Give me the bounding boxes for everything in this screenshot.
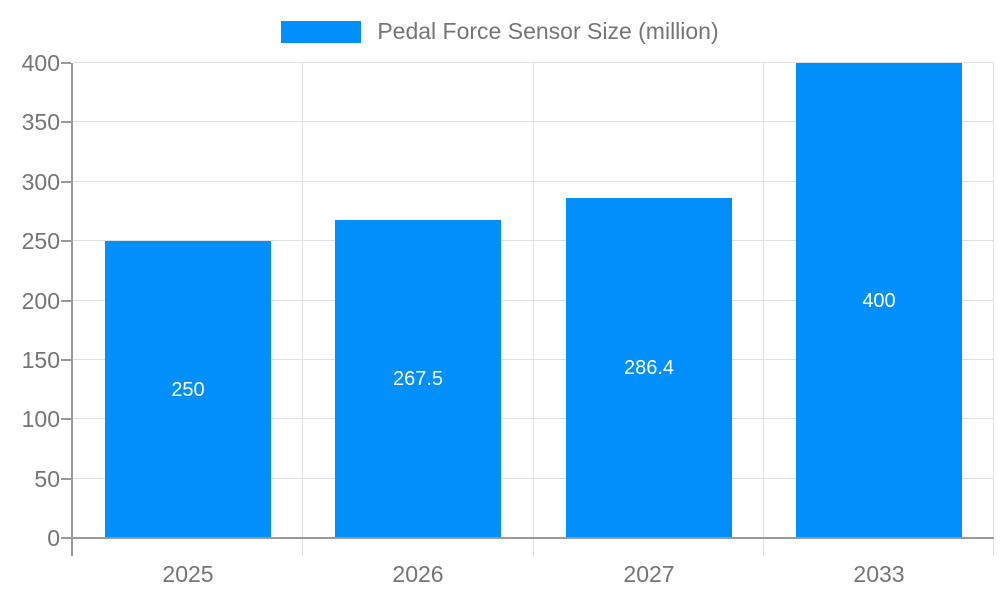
y-axis-tick-label: 50 [34,466,60,492]
y-axis-tick-label: 100 [21,406,60,432]
y-axis-tick [61,359,71,361]
legend-label: Pedal Force Sensor Size (million) [377,18,719,44]
bar-value-label: 286.4 [623,357,675,379]
legend-swatch [281,20,362,43]
x-axis-tick-label: 2033 [853,561,905,587]
y-axis-tick [61,181,71,183]
y-axis-tick-label: 200 [21,288,60,314]
y-axis-line [71,63,73,556]
x-axis-tick [302,539,303,556]
y-axis-tick [61,121,71,123]
y-axis-tick-label: 250 [21,228,60,254]
y-axis-tick-label: 300 [21,169,60,195]
bar[interactable] [105,241,271,538]
y-axis-tick [61,240,71,242]
bar-value-label: 267.5 [392,368,444,390]
y-axis-tick [61,537,71,539]
bar[interactable] [796,63,962,538]
bar-value-label: 400 [862,290,896,312]
y-axis-tick-label: 350 [21,109,60,135]
y-axis-tick [61,300,71,302]
x-axis-tick-label: 2025 [162,561,214,587]
x-axis-tick-label: 2027 [623,561,675,587]
x-axis-tick [763,539,764,556]
bar[interactable] [335,220,501,538]
gridline-vertical [763,63,764,538]
gridline-vertical [302,63,303,538]
y-axis-tick [61,478,71,480]
x-axis-tick [993,539,994,556]
gridline-horizontal [73,62,994,63]
bar-value-label: 250 [171,379,205,401]
y-axis-tick [61,62,71,64]
x-axis-tick [533,539,534,556]
bar[interactable] [566,198,732,538]
chart-legend[interactable]: Pedal Force Sensor Size (million) [0,18,1000,45]
gridline-vertical [533,63,534,538]
y-axis-tick-label: 400 [21,50,60,76]
gridline-vertical [993,63,994,538]
y-axis-tick-label: 150 [21,347,60,373]
x-axis-line [73,537,994,539]
y-axis-tick [61,418,71,420]
x-axis-tick-label: 2026 [392,561,444,587]
y-axis-tick-label: 0 [47,525,60,551]
